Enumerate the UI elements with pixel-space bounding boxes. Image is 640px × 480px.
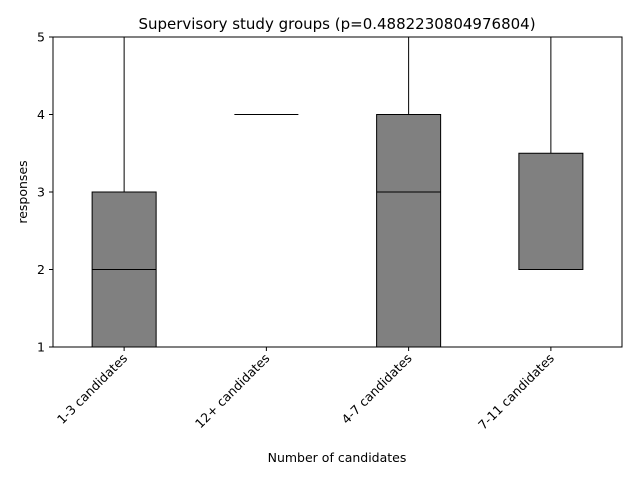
chart-title: Supervisory study groups (p=0.4882230804… [138,15,535,33]
y-axis-label: responses [15,160,30,223]
x-axis-label: Number of candidates [268,450,407,465]
box-group [518,36,584,270]
boxes-layer [91,36,584,348]
box-group [376,36,442,348]
y-tick-label: 2 [37,262,45,277]
plot-frame [52,36,623,348]
y-tick-label: 5 [37,30,45,45]
y-tick-label: 4 [37,107,45,122]
y-tick-label: 1 [37,340,45,355]
y-axis: 1 2 3 4 5 [37,30,53,355]
box-iqr [518,152,584,270]
y-tick-label: 3 [37,185,45,200]
box-iqr [376,114,442,348]
